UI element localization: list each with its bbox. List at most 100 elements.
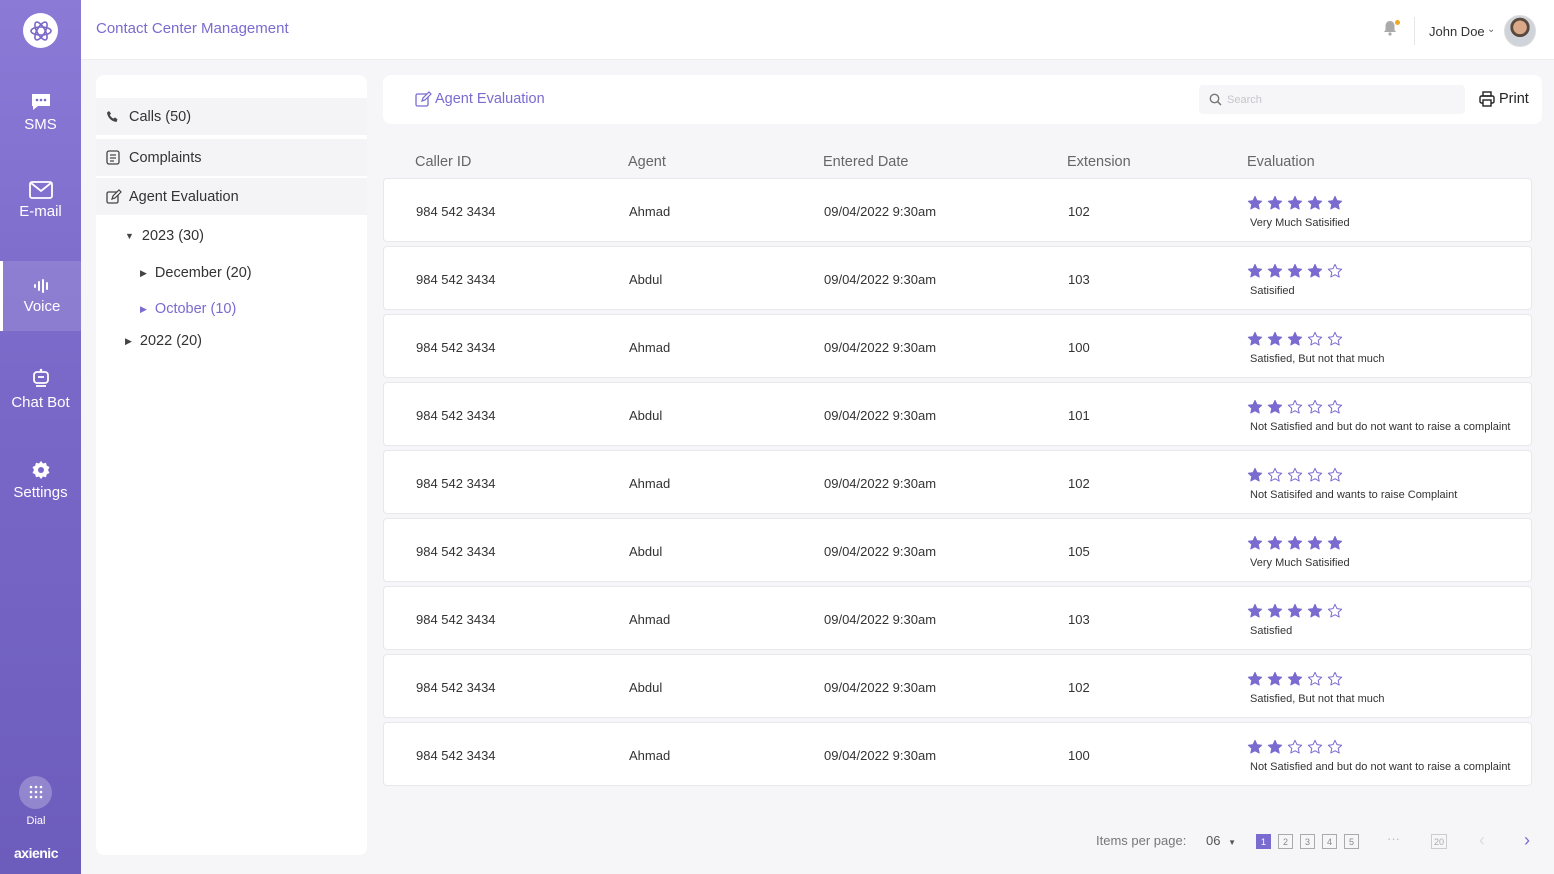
- cell-extension: 105: [1068, 544, 1090, 559]
- cell-agent: Abdul: [629, 680, 663, 695]
- star-filled-icon: [1307, 263, 1323, 278]
- star-filled-icon: [1287, 671, 1303, 686]
- app-title: Contact Center Management: [96, 20, 289, 37]
- gear-icon: [32, 460, 49, 479]
- items-per-page-select[interactable]: 06 ▼: [1206, 833, 1236, 848]
- star-filled-icon: [1267, 739, 1283, 754]
- document-icon: [106, 150, 124, 165]
- page-button-5[interactable]: 5: [1344, 834, 1359, 849]
- table-row[interactable]: 984 542 3434 Ahmad 09/04/2022 9:30am 100 Not…: [383, 722, 1532, 786]
- rail-item-voice[interactable]: Voice: [0, 261, 81, 331]
- star-filled-icon: [1247, 195, 1263, 210]
- evaluation-text: Not Satisfied and but do not want to rai…: [1250, 421, 1511, 433]
- cell-entered-date: 09/04/2022 9:30am: [824, 204, 937, 219]
- side-item-label: Complaints: [129, 149, 202, 166]
- table-row[interactable]: 984 542 3434 Ahmad 09/04/2022 9:30am 102 Not…: [383, 450, 1532, 514]
- caret-right-icon: ▶: [125, 335, 132, 346]
- search-input[interactable]: [1227, 85, 1457, 114]
- dial-button[interactable]: [19, 776, 52, 809]
- table-header: Caller ID Agent Entered Date Extension E…: [383, 154, 1533, 174]
- side-item-label: Calls (50): [129, 108, 192, 125]
- rail-item-settings[interactable]: Settings: [0, 445, 81, 515]
- star-filled-icon: [1267, 671, 1283, 686]
- cell-caller-id: 984 542 3434: [416, 748, 496, 763]
- page-button-1[interactable]: 1: [1256, 834, 1271, 849]
- cell-caller-id: 984 542 3434: [416, 544, 496, 559]
- cell-entered-date: 09/04/2022 9:30am: [824, 272, 937, 287]
- cell-entered-date: 09/04/2022 9:30am: [824, 408, 937, 423]
- tree-item-label: December (20): [154, 265, 252, 281]
- rail-item-email[interactable]: E-mail: [0, 165, 81, 235]
- side-item-calls[interactable]: Calls (50): [96, 98, 367, 135]
- evaluation-text: Very Much Satisified: [1250, 217, 1350, 229]
- table-row[interactable]: 984 542 3434 Ahmad 09/04/2022 9:30am 103 Sat…: [383, 586, 1532, 650]
- side-panel: Calls (50) Complaints Agent Evaluation ▼…: [96, 75, 367, 855]
- rail-item-sms[interactable]: SMS: [0, 77, 81, 147]
- search-icon: [1209, 93, 1222, 106]
- star-outline-icon: [1327, 671, 1343, 686]
- column-header-entered-date[interactable]: Entered Date: [823, 154, 909, 170]
- prev-page-button[interactable]: ‹: [1479, 830, 1485, 850]
- rating-stars: [1247, 195, 1343, 211]
- evaluation-text: Satisfied: [1250, 625, 1293, 637]
- printer-icon: [1479, 91, 1495, 107]
- table-row[interactable]: 984 542 3434 Abdul 09/04/2022 9:30am 101 Not…: [383, 382, 1532, 446]
- user-name[interactable]: John Doe: [1429, 24, 1485, 39]
- star-filled-icon: [1307, 195, 1323, 210]
- column-header-extension[interactable]: Extension: [1067, 154, 1131, 170]
- star-filled-icon: [1287, 195, 1303, 210]
- page-title-text: Agent Evaluation: [435, 91, 545, 107]
- evaluation-text: Satisified: [1250, 285, 1295, 297]
- page-button-last[interactable]: 20: [1431, 834, 1447, 849]
- table-row[interactable]: 984 542 3434 Abdul 09/04/2022 9:30am 102 Sat…: [383, 654, 1532, 718]
- cell-agent: Ahmad: [629, 612, 671, 627]
- star-filled-icon: [1267, 603, 1283, 618]
- cell-caller-id: 984 542 3434: [416, 408, 496, 423]
- evaluation-text: Satisfied, But not that much: [1250, 353, 1385, 365]
- star-filled-icon: [1247, 467, 1263, 482]
- rating-stars: [1247, 739, 1343, 755]
- rail-item-label: Voice: [23, 297, 61, 315]
- print-button[interactable]: Print: [1479, 91, 1529, 107]
- table-row[interactable]: 984 542 3434 Ahmad 09/04/2022 9:30am 102 Ver…: [383, 178, 1532, 242]
- table-row[interactable]: 984 542 3434 Abdul 09/04/2022 9:30am 103 Sat…: [383, 246, 1532, 310]
- page-button-4[interactable]: 4: [1322, 834, 1337, 849]
- table-row[interactable]: 984 542 3434 Ahmad 09/04/2022 9:30am 100 Sat…: [383, 314, 1532, 378]
- app-logo-icon[interactable]: [23, 13, 58, 48]
- cell-caller-id: 984 542 3434: [416, 272, 496, 287]
- rail-item-label: Settings: [13, 483, 68, 501]
- star-outline-icon: [1327, 331, 1343, 346]
- chevron-down-icon[interactable]: ⌄: [1487, 24, 1496, 35]
- notification-bell-icon[interactable]: [1383, 20, 1397, 36]
- column-header-agent[interactable]: Agent: [628, 154, 666, 170]
- cell-entered-date: 09/04/2022 9:30am: [824, 680, 937, 695]
- star-outline-icon: [1287, 467, 1303, 482]
- cell-caller-id: 984 542 3434: [416, 612, 496, 627]
- tree-item-december[interactable]: ▶ December (20): [140, 265, 252, 281]
- tree-item-october[interactable]: ▶ October (10): [140, 301, 236, 317]
- next-page-button[interactable]: ›: [1524, 830, 1530, 850]
- rail-item-chatbot[interactable]: Chat Bot: [0, 354, 81, 424]
- avatar[interactable]: [1504, 15, 1536, 47]
- evaluation-text: Not Satisifed and wants to raise Complai…: [1250, 489, 1458, 501]
- cell-entered-date: 09/04/2022 9:30am: [824, 544, 937, 559]
- star-filled-icon: [1287, 331, 1303, 346]
- column-header-caller-id[interactable]: Caller ID: [415, 154, 472, 170]
- items-per-page-value: 06: [1206, 833, 1221, 848]
- rating-stars: [1247, 399, 1343, 415]
- side-item-complaints[interactable]: Complaints: [96, 139, 367, 176]
- table-row[interactable]: 984 542 3434 Abdul 09/04/2022 9:30am 105 Ver…: [383, 518, 1532, 582]
- caret-right-icon: ▶: [140, 303, 147, 314]
- cell-agent: Abdul: [629, 544, 663, 559]
- cell-agent: Ahmad: [629, 476, 671, 491]
- column-header-evaluation[interactable]: Evaluation: [1247, 154, 1315, 170]
- side-item-agent-evaluation[interactable]: Agent Evaluation: [96, 178, 367, 215]
- evaluation-text: Not Satisfied and but do not want to rai…: [1250, 761, 1511, 773]
- rating-stars: [1247, 535, 1343, 551]
- tree-item-2023[interactable]: ▼ 2023 (30): [125, 228, 204, 244]
- tree-item-label: 2023 (30): [141, 228, 204, 244]
- page-button-3[interactable]: 3: [1300, 834, 1315, 849]
- rating-stars: [1247, 263, 1343, 279]
- tree-item-2022[interactable]: ▶ 2022 (20): [125, 333, 202, 349]
- page-button-2[interactable]: 2: [1278, 834, 1293, 849]
